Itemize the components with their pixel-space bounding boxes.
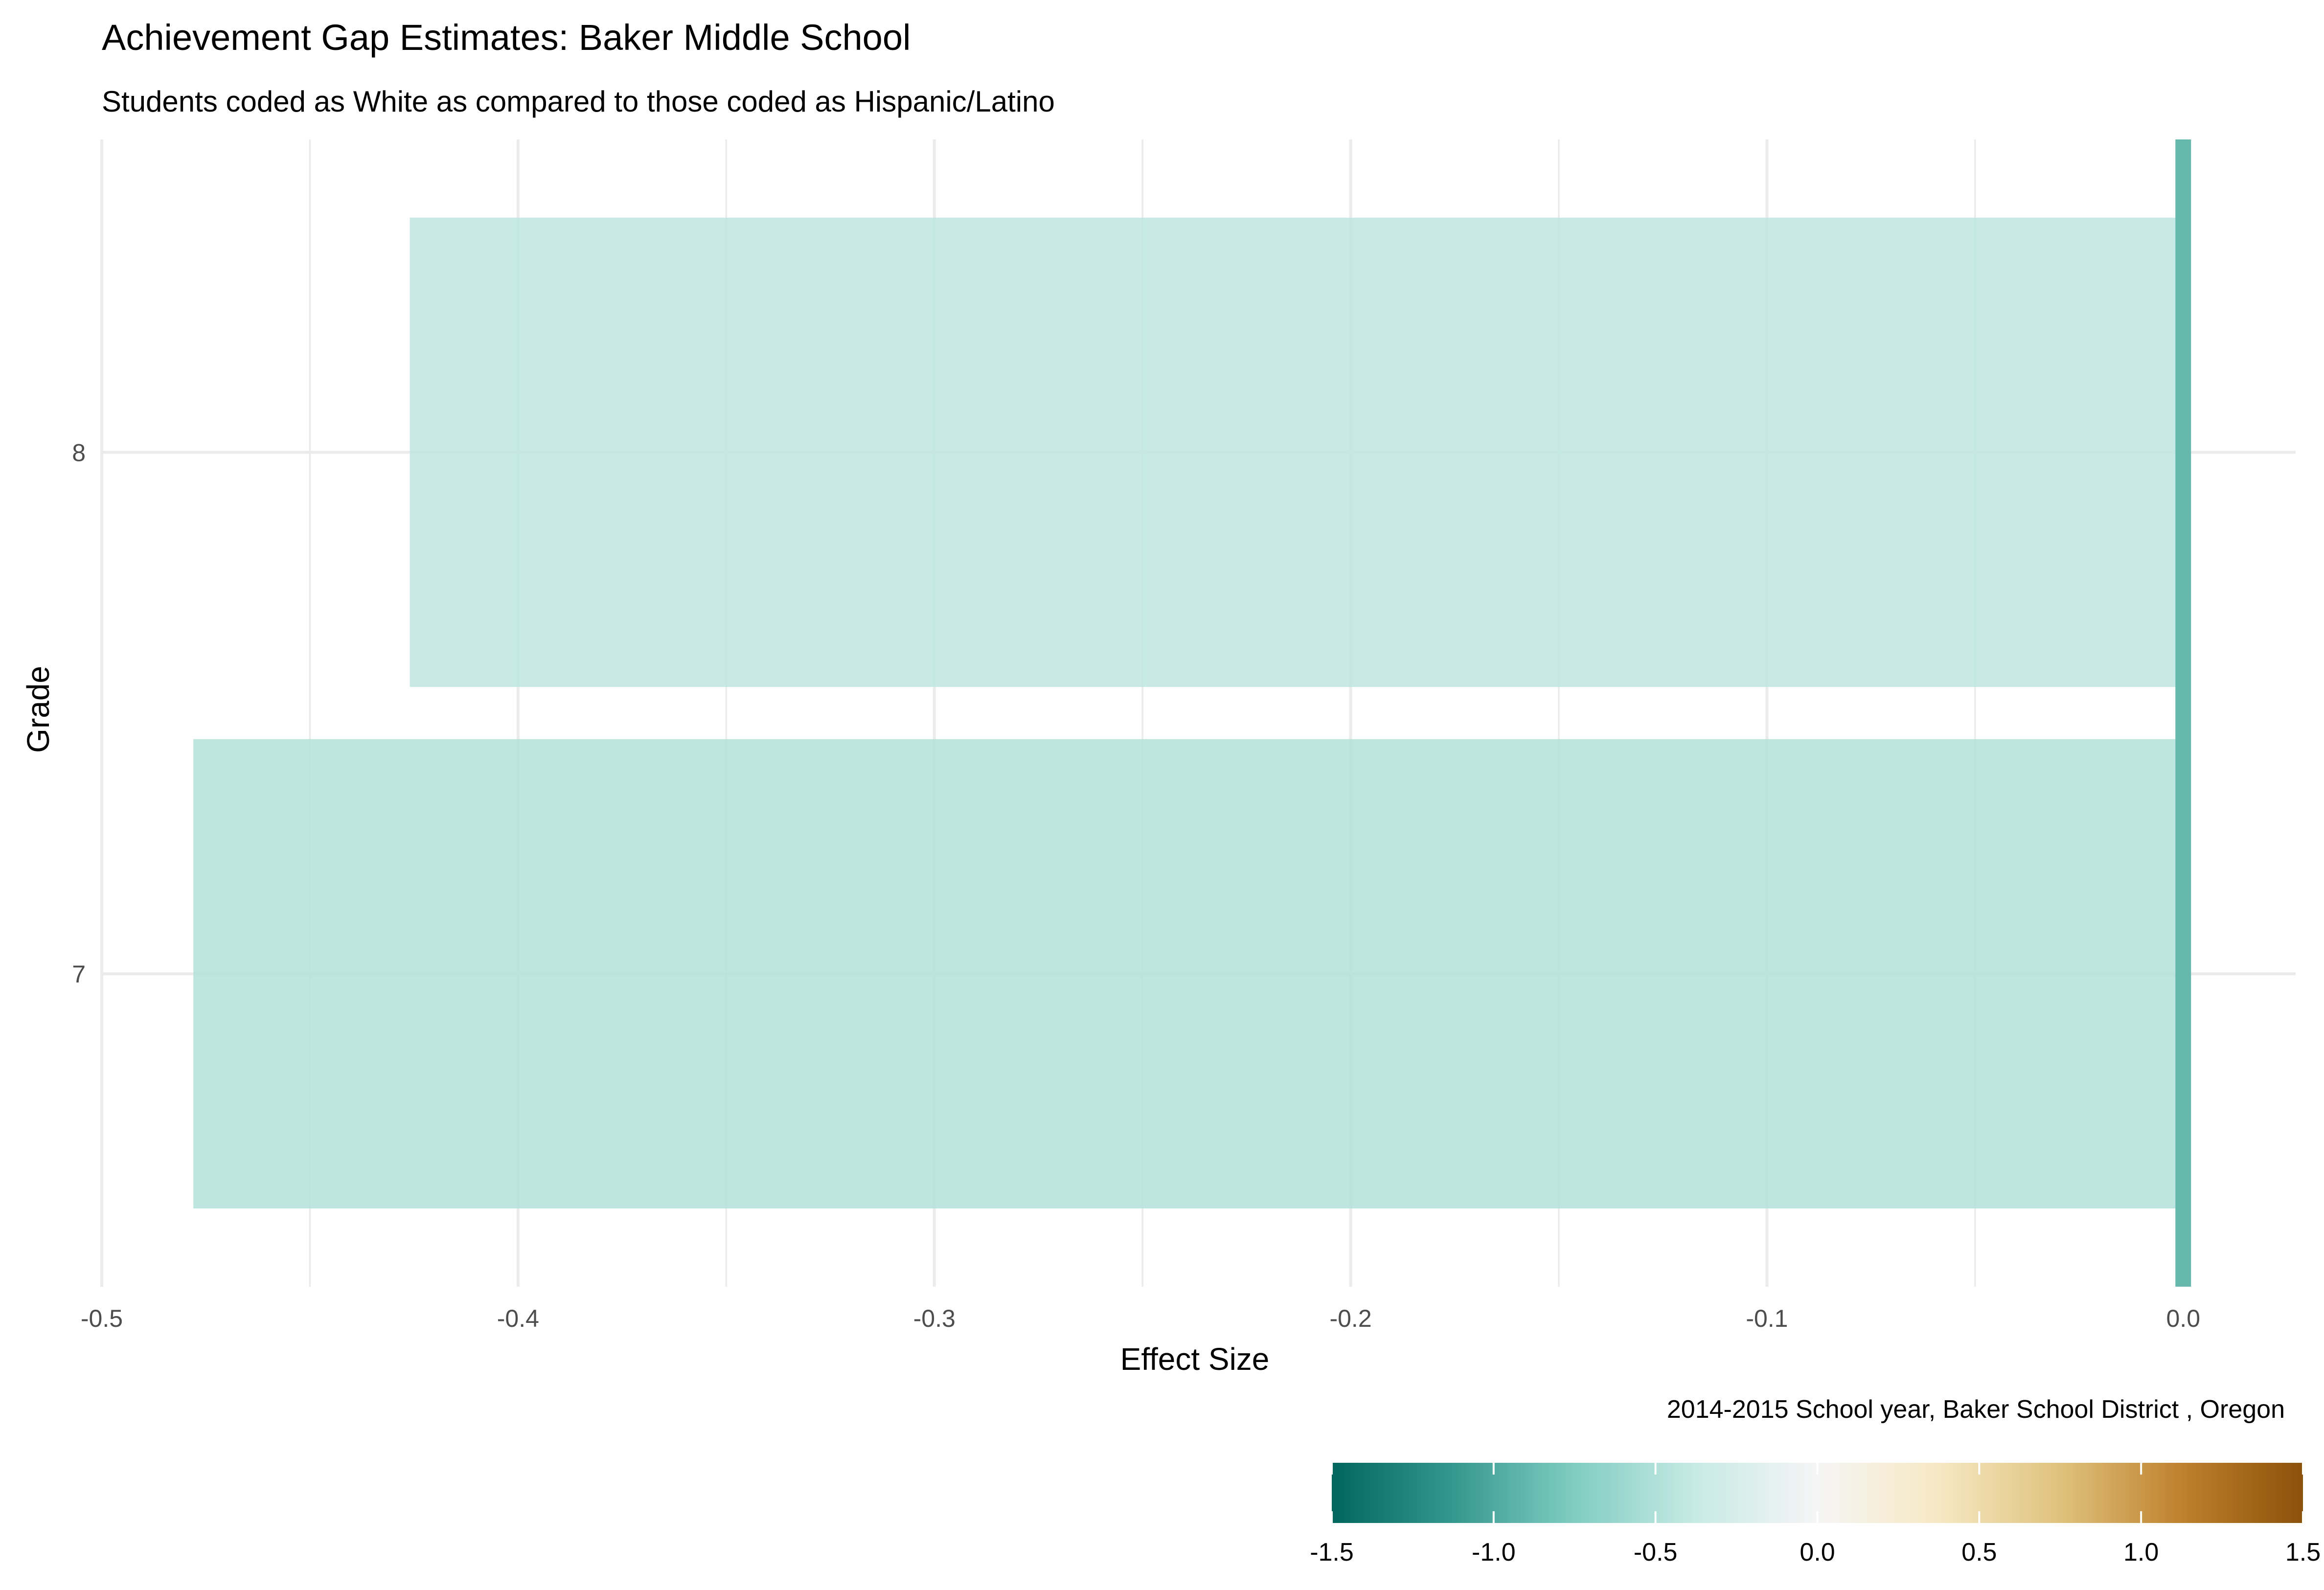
colorbar-ticks xyxy=(1331,1463,2304,1523)
colorbar-tick-label: 1.0 xyxy=(2123,1538,2159,1567)
bar-grade-8 xyxy=(410,217,2184,687)
x-tick-label: -0.4 xyxy=(497,1305,539,1332)
colorbar-tick-label: 0.0 xyxy=(1800,1538,1835,1567)
bars-group xyxy=(193,217,2184,1209)
x-axis-tick-labels: -0.5 -0.4 -0.3 -0.2 -0.1 0.0 xyxy=(81,1305,2200,1332)
y-axis-label: Grade xyxy=(21,666,56,753)
x-tick-label: -0.5 xyxy=(81,1305,123,1332)
y-tick-label: 8 xyxy=(72,439,86,467)
y-axis-tick-labels: 78 xyxy=(72,439,86,988)
chart-subtitle: Students coded as White as compared to t… xyxy=(102,85,1055,118)
x-tick-label: 0.0 xyxy=(2166,1305,2201,1332)
colorbar-legend: -1.5 -1.0 -0.5 0.0 0.5 1.0 1.5 xyxy=(1310,1463,2321,1567)
chart-title: Achievement Gap Estimates: Baker Middle … xyxy=(102,17,911,58)
colorbar-tick-label: -0.5 xyxy=(1634,1538,1678,1567)
x-tick-label: -0.1 xyxy=(1746,1305,1788,1332)
colorbar-tick-label: -1.5 xyxy=(1310,1538,1354,1567)
x-axis-label: Effect Size xyxy=(1120,1341,1270,1377)
chart-caption: 2014-2015 School year, Baker School Dist… xyxy=(1667,1395,2285,1424)
colorbar-tick-label: 1.5 xyxy=(2285,1538,2321,1567)
colorbar-tick-label: 0.5 xyxy=(1961,1538,1997,1567)
x-tick-label: -0.2 xyxy=(1329,1305,1371,1332)
y-tick-label: 7 xyxy=(72,960,86,988)
colorbar-tick-labels: -1.5 -1.0 -0.5 0.0 0.5 1.0 1.5 xyxy=(1310,1538,2321,1567)
x-tick-label: -0.3 xyxy=(913,1305,956,1332)
bar-grade-7 xyxy=(193,739,2184,1209)
colorbar-tick-label: -1.0 xyxy=(1472,1538,1516,1567)
